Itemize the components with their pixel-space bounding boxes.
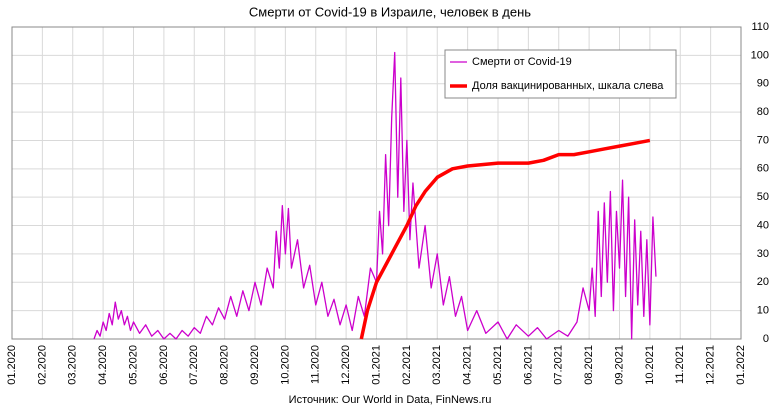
x-tick-label: 02.2021 — [401, 345, 413, 385]
x-tick-label: 08.2021 — [583, 345, 595, 385]
x-tick-label: 01.2020 — [6, 345, 18, 385]
x-tick-label: 09.2020 — [249, 345, 261, 385]
x-tick-label: 08.2020 — [219, 345, 231, 385]
x-tick-label: 10.2021 — [644, 345, 656, 385]
plot-frame — [11, 26, 742, 340]
x-tick-label: 10.2020 — [279, 345, 291, 385]
x-tick-label: 07.2021 — [553, 345, 565, 385]
legend-box — [444, 49, 677, 99]
x-tick-label: 05.2021 — [492, 345, 504, 385]
x-tick-label: 01.2022 — [735, 345, 747, 385]
x-tick-label: 02.2020 — [36, 345, 48, 385]
chart-title: Смерти от Covid-19 в Израиле, человек в … — [249, 4, 531, 19]
y-tick-label: 110 — [751, 21, 769, 33]
y-tick-label: 90 — [757, 78, 769, 90]
y-tick-label: 10 — [757, 305, 769, 317]
x-tick-label: 11.2020 — [310, 345, 322, 384]
x-tick-label: 03.2020 — [67, 345, 79, 385]
legend-label: Смерти от Covid-19 — [472, 56, 572, 68]
series-line — [359, 138, 651, 340]
x-tick-label: 06.2020 — [158, 345, 170, 385]
y-tick-label: 60 — [757, 163, 769, 175]
x-tick-label: 12.2021 — [705, 345, 717, 385]
x-tick-label: 01.2021 — [370, 345, 382, 385]
y-tick-label: 80 — [757, 106, 769, 118]
x-tick-label: 12.2020 — [340, 345, 352, 385]
y-tick-label: 0 — [763, 333, 769, 345]
x-tick-label: 05.2020 — [127, 345, 139, 385]
y-tick-label: 100 — [751, 49, 769, 61]
y-tick-label: 70 — [757, 134, 769, 146]
y-tick-label: 20 — [757, 276, 769, 288]
x-tick-label: 09.2021 — [613, 345, 625, 385]
x-tick-label: 04.2021 — [462, 345, 474, 385]
x-tick-label: 03.2021 — [431, 345, 443, 385]
x-tick-label: 06.2021 — [522, 345, 534, 385]
y-tick-label: 40 — [757, 219, 769, 231]
x-tick-label: 07.2020 — [188, 345, 200, 385]
y-tick-label: 30 — [757, 248, 769, 260]
x-tick-label: 11.2021 — [674, 345, 686, 384]
legend-label: Доля вакцинированных, шкала слева — [472, 80, 664, 92]
y-tick-label: 50 — [757, 191, 769, 203]
source-note: Источник: Our World in Data, FinNews.ru — [289, 394, 492, 406]
x-tick-label: 04.2020 — [97, 345, 109, 385]
